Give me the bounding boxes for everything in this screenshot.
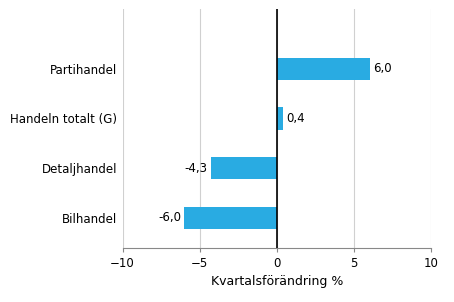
Text: 6,0: 6,0 (373, 62, 391, 75)
X-axis label: Kvartalsförändring %: Kvartalsförändring % (211, 275, 343, 288)
Text: 0,4: 0,4 (286, 112, 305, 125)
Bar (277, 107, 283, 130)
Bar (184, 207, 277, 229)
Text: -6,0: -6,0 (158, 211, 181, 224)
Bar (277, 57, 370, 80)
Text: -4,3: -4,3 (184, 162, 207, 175)
Bar (211, 157, 277, 179)
